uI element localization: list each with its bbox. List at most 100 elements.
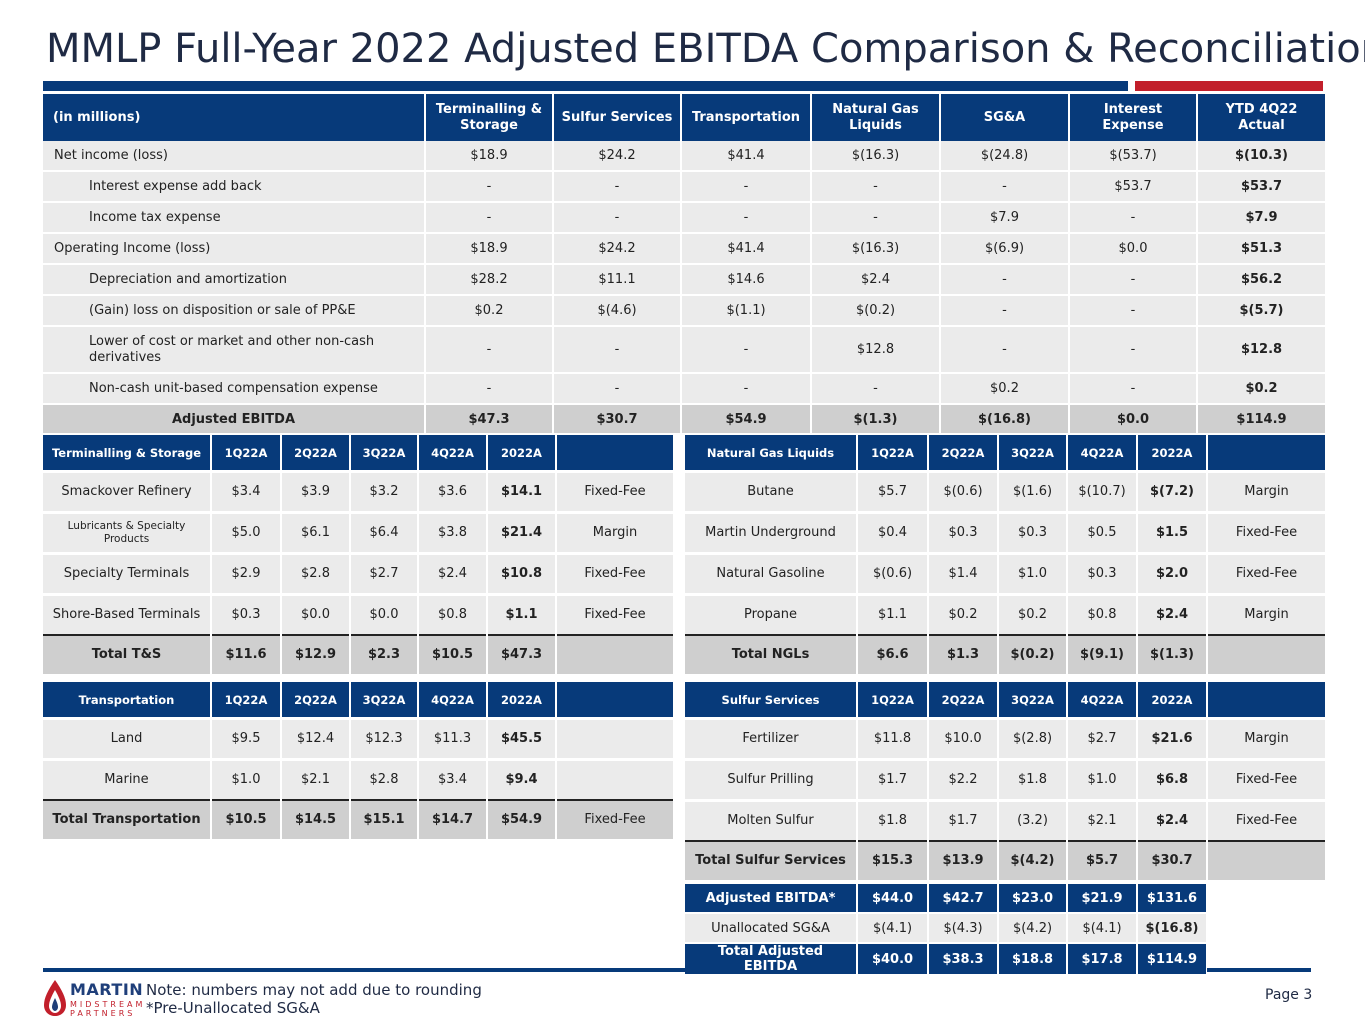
table-cell: $21.9 [1067, 884, 1138, 914]
header-cell: 2022A [487, 435, 557, 472]
table-cell: $10.5 [418, 634, 488, 674]
table-cell: $38.3 [928, 943, 999, 976]
table-cell: $0.2 [425, 295, 554, 327]
table-cell: $53.7 [1069, 171, 1198, 203]
table-cell: $0.0 [1069, 403, 1198, 435]
table-cell: $0.2 [928, 593, 999, 635]
header-cell: (in millions) [43, 94, 426, 141]
header-cell: 3Q22A [350, 435, 419, 472]
sulfur-services-table: Sulfur Services 1Q22A 2Q22A 3Q22A 4Q22A … [685, 682, 1325, 880]
total-row: Total Sulfur Services $15.3 $13.9 $(4.2)… [685, 840, 1325, 880]
table-cell: - [553, 326, 682, 374]
contract-type: Margin [1207, 470, 1325, 513]
table-cell: $24.2 [553, 232, 682, 265]
table-cell: $40.0 [857, 943, 929, 976]
table-row: Sulfur Prilling $1.7 $2.2 $1.8 $1.0 $6.8… [685, 758, 1325, 801]
table-cell: - [553, 373, 682, 405]
table-cell: - [940, 326, 1070, 374]
table-cell: $1.8 [857, 799, 929, 841]
table-cell: $12.4 [281, 717, 351, 760]
table-cell: $44.0 [857, 884, 929, 914]
table-cell: $14.6 [681, 264, 812, 296]
header-cell: Interest Expense [1069, 94, 1198, 141]
footer-rule [1207, 968, 1311, 972]
header-cell: 2Q22A [281, 682, 351, 719]
logo-subtitle: PARTNERS [70, 1009, 136, 1018]
header-cell: Terminalling & Storage [425, 94, 554, 141]
contract-type: Margin [1207, 593, 1325, 635]
table-cell: $131.6 [1137, 884, 1208, 914]
table-cell: $28.2 [425, 264, 554, 296]
table-cell: $11.1 [553, 264, 682, 296]
table-cell: $11.3 [418, 717, 488, 760]
row-label: Land [43, 717, 212, 760]
contract-type [1207, 634, 1325, 674]
table-cell: $6.1 [281, 511, 351, 554]
header-cell: Sulfur Services [685, 682, 858, 719]
contract-type: Fixed-Fee [556, 470, 673, 513]
table-row: Marine $1.0 $2.1 $2.8 $3.4 $9.4 [43, 758, 673, 800]
table-cell: $11.8 [857, 717, 929, 760]
header-cell: Natural Gas Liquids [685, 435, 858, 472]
table-cell: $(16.8) [1137, 913, 1208, 944]
footnote-rounding: Note: numbers may not add due to roundin… [146, 981, 482, 999]
table-cell: $2.1 [1067, 799, 1138, 841]
total-row: Adjusted EBITDA $47.3 $30.7 $54.9 $(1.3)… [43, 403, 1325, 435]
table-cell: $47.3 [487, 634, 557, 674]
table-cell: $6.4 [350, 511, 419, 554]
table-cell: $5.7 [857, 470, 929, 513]
table-cell: $(0.6) [928, 470, 999, 513]
title-rule-red [1135, 81, 1323, 91]
table-cell: $18.9 [425, 141, 554, 172]
table-cell: $1.4 [928, 552, 999, 595]
table-cell: $0.0 [350, 593, 419, 635]
contract-type: Margin [556, 511, 673, 554]
table-cell: - [425, 202, 554, 234]
table-cell: - [811, 202, 941, 234]
table-cell: $47.3 [425, 403, 554, 435]
table-cell: $14.5 [281, 799, 351, 839]
unallocated-sga-row: Unallocated SG&A $(4.1) $(4.3) $(4.2) $(… [685, 913, 1208, 944]
table-cell: $1.0 [1067, 758, 1138, 801]
contract-type [556, 758, 673, 800]
header-cell: Transportation [43, 682, 212, 719]
table-cell: $(1.1) [681, 295, 812, 327]
table-cell: $(16.8) [940, 403, 1070, 435]
table-cell: $5.0 [211, 511, 282, 554]
table-cell: $(0.2) [998, 634, 1068, 674]
table-cell: $2.8 [281, 552, 351, 595]
table-cell: $2.8 [350, 758, 419, 800]
table-cell: $53.7 [1197, 171, 1325, 203]
row-label: (Gain) loss on disposition or sale of PP… [43, 295, 426, 327]
header-cell: 2022A [487, 682, 557, 719]
table-cell: $(4.1) [857, 913, 929, 944]
table-cell: $0.2 [998, 593, 1068, 635]
table-cell: $2.4 [1137, 799, 1208, 841]
table-cell: $(16.3) [811, 141, 941, 172]
table-cell: $9.5 [211, 717, 282, 760]
table-cell: $12.8 [1197, 326, 1325, 374]
table-cell: $(7.2) [1137, 470, 1208, 513]
header-cell: 1Q22A [211, 682, 282, 719]
table-cell: $0.3 [1067, 552, 1138, 595]
row-label: Net income (loss) [43, 141, 426, 172]
table-cell: - [681, 171, 812, 203]
table-cell: $12.9 [281, 634, 351, 674]
table-cell: $114.9 [1197, 403, 1325, 435]
reconciliation-header-row: (in millions) Terminalling & Storage Sul… [43, 94, 1325, 141]
row-label: Total Adjusted EBITDA [685, 943, 858, 976]
table-cell: $10.8 [487, 552, 557, 595]
table-cell: $18.8 [998, 943, 1068, 976]
table-cell: $7.9 [1197, 202, 1325, 234]
table-row: Lower of cost or market and other non-ca… [43, 326, 1325, 374]
header-cell: 4Q22A [418, 435, 488, 472]
header-cell: Sulfur Services [553, 94, 682, 141]
footer-rule [43, 968, 685, 972]
table-cell: $14.7 [418, 799, 488, 839]
table-cell: $(4.1) [1067, 913, 1138, 944]
table-cell: $0.4 [857, 511, 929, 554]
contract-type: Fixed-Fee [556, 799, 673, 839]
table-cell: $2.4 [1137, 593, 1208, 635]
table-cell: $2.9 [211, 552, 282, 595]
table-cell: $17.8 [1067, 943, 1138, 976]
